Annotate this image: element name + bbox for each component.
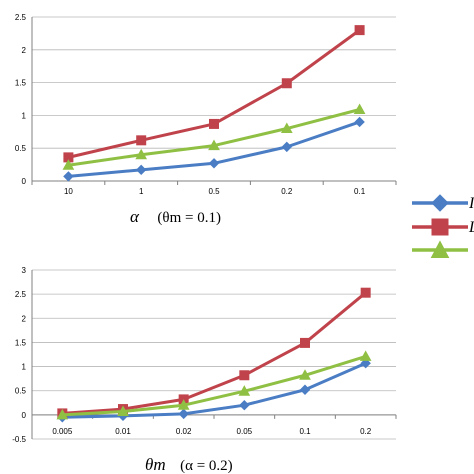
data-point: [178, 408, 189, 420]
y-tick-label: 2: [22, 314, 27, 323]
data-point: [280, 122, 293, 134]
x-tick-label: 0.01: [115, 427, 131, 436]
x-tick-label: 10: [64, 187, 73, 196]
y-tick-label: 1.5: [15, 338, 27, 347]
legend-marker: [431, 194, 449, 212]
data-point: [299, 384, 311, 395]
data-point: [353, 103, 366, 114]
data-point: [360, 357, 371, 369]
legend: IL: [412, 194, 474, 258]
data-point: [354, 25, 365, 36]
data-point: [360, 287, 371, 298]
legend-marker: [431, 218, 449, 236]
series-line: [62, 361, 367, 419]
data-point: [177, 399, 190, 410]
x-tick-label: 0.02: [176, 427, 192, 436]
data-point: [208, 158, 220, 169]
y-tick-label: 0.5: [15, 387, 27, 396]
data-point: [209, 118, 219, 129]
x-tick-label: 0.1: [354, 187, 366, 196]
data-point: [299, 369, 311, 380]
caption-bottom: θm (α = 0.2): [145, 455, 233, 474]
data-point: [354, 116, 365, 128]
data-point: [135, 164, 147, 176]
chart-bottom: -0.5 0 0.5 1 1.5 2 2.5 3 0.005 0.01 0.02 0.05 0.1 0.2: [12, 266, 397, 444]
x-tick-label: 0.5: [208, 187, 220, 196]
data-point: [239, 399, 250, 411]
data-point: [63, 171, 74, 182]
data-point: [281, 78, 292, 89]
data-point: [56, 408, 69, 420]
x-tick-label: 0.005: [52, 427, 73, 436]
legend-label: I: [468, 195, 474, 212]
y-tick-label: 1: [22, 111, 27, 120]
legend-marker: [430, 240, 450, 258]
data-point: [238, 385, 251, 396]
data-point: [62, 159, 75, 170]
data-point: [239, 370, 250, 381]
data-point: [117, 405, 129, 416]
y-tick-label: 0: [22, 411, 27, 420]
x-tick-label: 0.1: [299, 427, 311, 436]
series-line: [62, 354, 367, 417]
legend-label: L: [468, 219, 474, 236]
y-tick-label: 3: [22, 266, 27, 275]
y-tick-label: 2.5: [15, 13, 27, 22]
series-line: [62, 291, 367, 415]
y-tick-label: -0.5: [12, 435, 26, 444]
y-tick-label: 2: [22, 46, 27, 55]
chart-top: 0 0.5 1 1.5 2 2.5 10 1 0.5 0.2 0.1: [15, 13, 397, 196]
y-tick-label: 1: [22, 363, 27, 372]
y-tick-label: 2.5: [15, 290, 27, 299]
data-point: [208, 139, 220, 151]
x-tick-label: 0.2: [281, 187, 293, 196]
x-tick-label: 1: [139, 187, 144, 196]
y-tick-label: 0: [22, 177, 27, 186]
data-point: [359, 350, 372, 361]
y-tick-label: 0.5: [15, 144, 27, 153]
data-point: [135, 148, 148, 160]
y-tick-label: 1.5: [15, 79, 27, 88]
x-tick-label: 0.2: [360, 427, 372, 436]
data-point: [136, 135, 147, 146]
data-point: [281, 141, 293, 153]
data-point: [300, 337, 310, 348]
caption-top: α (θm = 0.1): [130, 207, 221, 226]
x-tick-label: 0.05: [237, 427, 253, 436]
